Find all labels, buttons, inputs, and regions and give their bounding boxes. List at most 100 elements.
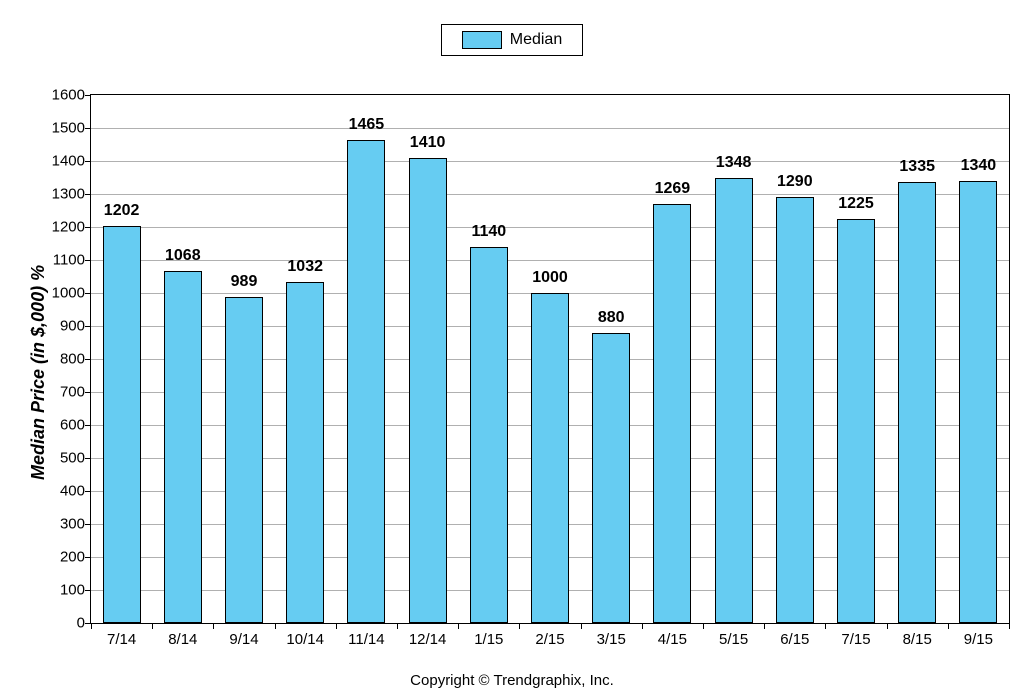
y-tick-label: 1300	[52, 186, 85, 203]
gridline	[91, 161, 1009, 162]
y-tick-mark	[85, 95, 91, 96]
plot-area: 0100200300400500600700800900100011001200…	[90, 94, 1010, 624]
bar	[470, 247, 508, 623]
x-tick-label: 2/15	[535, 631, 564, 648]
y-tick-mark	[85, 491, 91, 492]
bar-value-label: 1068	[165, 247, 201, 265]
y-tick-mark	[85, 458, 91, 459]
x-tick-mark	[581, 623, 582, 629]
y-tick-mark	[85, 194, 91, 195]
x-tick-label: 5/15	[719, 631, 748, 648]
bar-value-label: 989	[231, 273, 258, 291]
bar	[103, 226, 141, 623]
bar-value-label: 1032	[287, 258, 323, 276]
x-tick-label: 8/15	[903, 631, 932, 648]
y-tick-label: 1100	[53, 252, 85, 269]
x-tick-label: 6/15	[780, 631, 809, 648]
y-tick-label: 1600	[52, 87, 85, 104]
x-tick-label: 9/14	[229, 631, 258, 648]
bar	[531, 293, 569, 623]
x-tick-mark	[275, 623, 276, 629]
x-tick-label: 3/15	[597, 631, 626, 648]
y-tick-label: 400	[60, 483, 85, 500]
bar-value-label: 1202	[104, 202, 140, 220]
x-tick-label: 8/14	[168, 631, 197, 648]
y-tick-label: 200	[60, 549, 85, 566]
copyright-text: Copyright © Trendgraphix, Inc.	[0, 672, 1024, 689]
bar-value-label: 1348	[716, 154, 752, 172]
y-tick-label: 500	[60, 450, 85, 467]
bar	[837, 219, 875, 623]
x-tick-label: 9/15	[964, 631, 993, 648]
y-tick-mark	[85, 260, 91, 261]
y-tick-label: 1500	[52, 120, 85, 137]
x-tick-mark	[642, 623, 643, 629]
bar	[898, 182, 936, 623]
y-tick-mark	[85, 161, 91, 162]
x-tick-label: 4/15	[658, 631, 687, 648]
bar-value-label: 1340	[961, 157, 997, 175]
y-tick-label: 1400	[52, 153, 85, 170]
x-tick-label: 11/14	[348, 631, 384, 648]
y-tick-label: 800	[60, 351, 85, 368]
y-tick-label: 700	[60, 384, 85, 401]
y-tick-mark	[85, 524, 91, 525]
bar-value-label: 1335	[899, 158, 935, 176]
y-tick-mark	[85, 590, 91, 591]
bar	[592, 333, 630, 623]
bar-value-label: 1000	[532, 269, 568, 287]
y-tick-mark	[85, 227, 91, 228]
y-tick-mark	[85, 293, 91, 294]
bar-value-label: 1410	[410, 134, 446, 152]
bar-value-label: 1140	[471, 223, 506, 241]
x-tick-mark	[336, 623, 337, 629]
y-tick-label: 0	[77, 615, 85, 632]
legend-swatch	[462, 31, 502, 49]
y-tick-label: 300	[60, 516, 85, 533]
x-tick-label: 1/15	[474, 631, 503, 648]
x-tick-mark	[91, 623, 92, 629]
gridline	[91, 128, 1009, 129]
x-tick-mark	[519, 623, 520, 629]
y-tick-mark	[85, 326, 91, 327]
bar	[653, 204, 691, 623]
bar-value-label: 880	[598, 309, 625, 327]
y-tick-label: 900	[60, 318, 85, 335]
x-tick-mark	[825, 623, 826, 629]
x-tick-mark	[1009, 623, 1010, 629]
bar	[409, 158, 447, 623]
bar-value-label: 1290	[777, 173, 813, 191]
y-tick-label: 600	[60, 417, 85, 434]
bar	[715, 178, 753, 623]
bar-value-label: 1269	[655, 180, 691, 198]
y-tick-mark	[85, 392, 91, 393]
bar	[164, 271, 202, 623]
x-tick-label: 12/14	[409, 631, 447, 648]
legend-label: Median	[510, 31, 562, 49]
y-tick-label: 100	[60, 582, 85, 599]
x-tick-mark	[152, 623, 153, 629]
x-tick-mark	[703, 623, 704, 629]
y-tick-mark	[85, 425, 91, 426]
bar	[776, 197, 814, 623]
x-tick-label: 10/14	[286, 631, 324, 648]
bar	[959, 181, 997, 623]
x-tick-mark	[887, 623, 888, 629]
y-axis-label: Median Price (in $,000) %	[28, 265, 49, 480]
x-tick-label: 7/15	[841, 631, 870, 648]
y-tick-label: 1200	[52, 219, 85, 236]
x-tick-mark	[213, 623, 214, 629]
legend: Median	[441, 24, 583, 56]
x-tick-mark	[764, 623, 765, 629]
bar-value-label: 1225	[838, 195, 874, 213]
y-tick-label: 1000	[52, 285, 85, 302]
y-tick-mark	[85, 128, 91, 129]
y-tick-mark	[85, 359, 91, 360]
bar-value-label: 1465	[349, 116, 385, 134]
y-tick-mark	[85, 557, 91, 558]
x-tick-label: 7/14	[107, 631, 136, 648]
x-tick-mark	[458, 623, 459, 629]
bar	[286, 282, 324, 623]
bar	[225, 297, 263, 623]
bar	[347, 140, 385, 623]
